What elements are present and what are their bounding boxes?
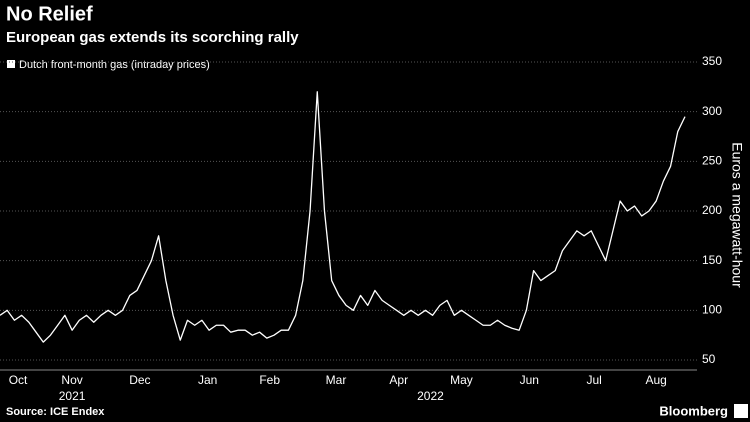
chart-subtitle: European gas extends its scorching rally [6,29,299,46]
x-tick-label: Jan [198,373,217,387]
price-line [0,91,686,343]
source: Source: ICE Endex [6,406,105,418]
x-tick-label: May [450,373,473,387]
chart-title: No Relief [6,3,93,25]
year-label: 2022 [417,389,444,403]
y-tick-label: 200 [702,203,722,217]
y-tick-label: 250 [702,154,722,168]
x-tick-label: Apr [389,373,408,387]
legend-swatch [7,60,15,68]
x-tick-label: Nov [61,373,82,387]
brand: Bloomberg [659,403,728,418]
x-tick-label: Aug [645,373,666,387]
y-tick-label: 50 [702,352,716,366]
x-tick-label: Mar [326,373,347,387]
x-tick-label: Dec [129,373,150,387]
legend-label: Dutch front-month gas (intraday prices) [19,59,210,71]
x-tick-label: Oct [9,373,28,387]
brand-icon [734,404,748,418]
x-tick-label: Feb [259,373,280,387]
y-tick-label: 350 [702,54,722,68]
y-tick-label: 300 [702,104,722,118]
y-tick-label: 100 [702,303,722,317]
year-label: 2021 [59,389,86,403]
y-tick-label: 150 [702,253,722,267]
x-tick-label: Jun [520,373,539,387]
y-axis-label: Euros a megawatt-hour [729,142,745,288]
x-tick-label: Jul [586,373,601,387]
